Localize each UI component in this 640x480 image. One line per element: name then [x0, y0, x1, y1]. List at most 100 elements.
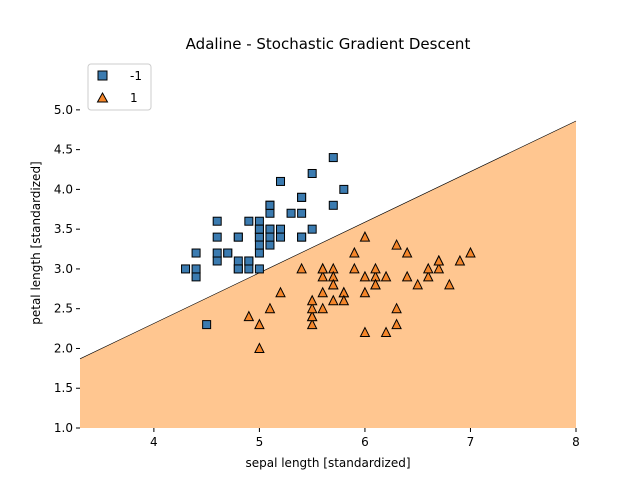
point-class-pos — [380, 326, 392, 338]
chart-title: Adaline - Stochastic Gradient Descent — [186, 35, 471, 53]
point-class-neg — [328, 200, 338, 210]
point-class-neg — [339, 184, 349, 194]
point-class-pos — [370, 262, 381, 274]
point-class-pos — [359, 326, 371, 338]
point-class-neg — [254, 240, 264, 250]
point-class-neg — [254, 232, 264, 242]
point-class-pos — [359, 230, 371, 242]
y-tick-label: 3.0 — [54, 262, 73, 276]
point-class-pos — [359, 286, 371, 298]
point-class-neg — [297, 232, 307, 242]
legend-marker-square — [97, 70, 108, 81]
point-class-neg — [191, 272, 201, 282]
point-class-neg — [307, 168, 317, 178]
y-tick-label: 4.5 — [54, 143, 73, 157]
point-class-pos — [401, 270, 413, 282]
point-class-pos — [306, 318, 318, 330]
point-class-pos — [317, 262, 329, 274]
y-tick-label: 4.0 — [54, 182, 73, 196]
point-class-neg — [202, 320, 212, 330]
point-class-neg — [254, 248, 264, 258]
point-class-pos — [412, 278, 424, 290]
point-class-pos — [422, 270, 434, 282]
point-class-pos — [317, 270, 329, 282]
point-class-pos — [327, 278, 339, 290]
point-class-neg — [244, 264, 254, 274]
x-axis-label: sepal length [standardized] — [245, 456, 410, 470]
point-class-neg — [254, 264, 264, 274]
point-class-neg — [212, 216, 222, 226]
point-class-neg — [286, 208, 296, 218]
point-class-neg — [328, 153, 338, 163]
point-class-neg — [223, 248, 233, 258]
point-class-pos — [306, 302, 318, 314]
point-class-neg — [297, 192, 307, 202]
point-class-neg — [233, 232, 243, 242]
y-tick-label: 5.0 — [54, 103, 73, 117]
point-class-neg — [212, 248, 222, 258]
point-class-pos — [327, 294, 339, 306]
point-class-pos — [338, 294, 350, 306]
point-class-pos — [444, 278, 455, 290]
point-class-pos — [465, 246, 476, 258]
point-class-neg — [276, 232, 286, 242]
x-tick-label: 6 — [361, 435, 369, 449]
point-class-pos — [391, 302, 402, 314]
point-class-pos — [380, 270, 392, 282]
point-class-neg — [244, 256, 254, 266]
point-class-pos — [370, 278, 381, 290]
point-class-pos — [391, 318, 402, 330]
legend-marker-triangle — [96, 91, 109, 103]
point-class-pos — [317, 302, 329, 314]
point-class-pos — [433, 262, 445, 274]
point-class-pos — [264, 302, 276, 314]
legend: -1 1 — [87, 63, 152, 111]
x-tick-label: 7 — [467, 435, 475, 449]
point-class-pos — [254, 342, 265, 353]
point-class-neg — [297, 208, 307, 218]
y-tick-label: 2.0 — [54, 341, 73, 355]
point-class-neg — [244, 216, 254, 226]
x-tick-label: 5 — [256, 435, 264, 449]
y-tick-label: 1.0 — [54, 421, 73, 435]
point-class-pos — [433, 254, 445, 266]
point-class-pos — [275, 286, 286, 298]
data-points — [181, 153, 476, 353]
point-class-pos — [359, 270, 371, 282]
legend-label-neg: -1 — [130, 69, 142, 83]
point-class-neg — [276, 224, 286, 234]
plot-area — [79, 46, 577, 428]
legend-label-pos: 1 — [130, 91, 138, 105]
point-class-neg — [265, 208, 275, 218]
point-class-neg — [212, 232, 222, 242]
point-class-pos — [306, 310, 318, 322]
point-class-pos — [243, 310, 255, 322]
point-class-pos — [422, 262, 434, 274]
point-class-pos — [349, 262, 360, 274]
point-class-pos — [349, 246, 360, 258]
x-tick-label: 8 — [572, 435, 580, 449]
axes: 4 5 6 7 8 1.0 1.5 2.0 2.5 3.0 3.5 4.0 4.5 5.0 — [54, 103, 580, 449]
point-class-neg — [307, 224, 317, 234]
y-tick-label: 1.5 — [54, 381, 73, 395]
y-axis-label: petal length [standardized] — [29, 161, 43, 325]
x-tick-label: 4 — [150, 435, 158, 449]
point-class-pos — [391, 238, 402, 250]
point-class-neg — [181, 264, 191, 274]
point-class-neg — [254, 224, 264, 234]
y-tick-label: 2.5 — [54, 302, 73, 316]
decision-boundary-line — [79, 120, 577, 360]
point-class-neg — [191, 264, 201, 274]
point-class-neg — [212, 256, 222, 266]
point-class-neg — [254, 216, 264, 226]
y-tick-label: 3.5 — [54, 222, 73, 236]
point-class-neg — [265, 240, 275, 250]
point-class-pos — [296, 262, 307, 274]
point-class-neg — [265, 200, 275, 210]
point-class-pos — [306, 294, 318, 306]
point-class-neg — [233, 256, 243, 266]
point-class-pos — [317, 286, 329, 298]
decision-region-neg — [80, 46, 576, 359]
point-class-neg — [265, 224, 275, 234]
